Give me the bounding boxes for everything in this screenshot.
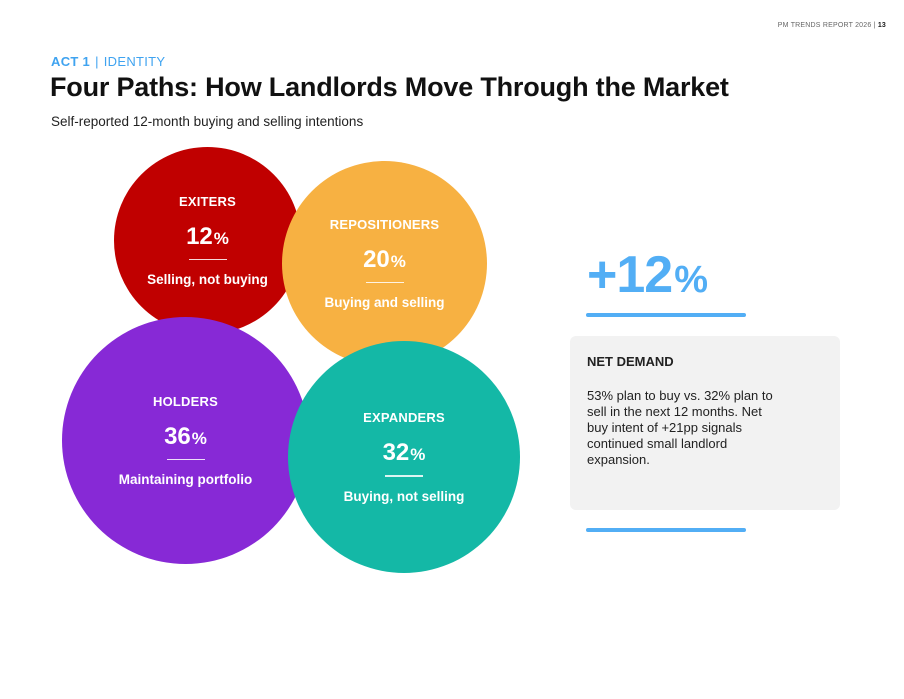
- segment-description: Maintaining portfolio: [118, 472, 253, 488]
- segment-divider: [385, 475, 423, 477]
- segment-percent: 32%: [382, 439, 426, 467]
- segment-name: HOLDERS: [153, 393, 218, 409]
- segment-name: REPOSITIONERS: [329, 216, 440, 232]
- segment-divider: [188, 258, 227, 261]
- accent-bar-top: [586, 313, 746, 317]
- net-demand-title: NET DEMAND: [587, 354, 674, 369]
- segment-percent: 12%: [186, 222, 229, 250]
- net-demand-body: 53% plan to buy vs. 32% plan to sell in …: [587, 388, 773, 467]
- accent-bar-bottom: [586, 528, 746, 532]
- segment-name: EXPANDERS: [363, 410, 445, 426]
- report-header: PM TRENDS REPORT 2026 | 13: [778, 22, 886, 29]
- section-label: ACT 1 | IDENTITY: [51, 54, 165, 69]
- net-demand-stat: +12%: [587, 246, 708, 304]
- segment-repositioners: REPOSITIONERS 20% Buying and selling: [282, 161, 487, 366]
- segment-divider: [365, 281, 404, 284]
- topic-label: IDENTITY: [103, 54, 166, 69]
- segment-percent: 20%: [363, 245, 406, 273]
- act-label: ACT 1: [51, 54, 91, 69]
- page-title: Four Paths: How Landlords Move Through t…: [50, 72, 729, 102]
- page-subtitle: Self-reported 12-month buying and sellin…: [51, 114, 364, 129]
- segment-description: Selling, not buying: [147, 272, 268, 288]
- segment-percent: 36%: [164, 422, 207, 450]
- page-number: 13: [877, 22, 886, 29]
- segment-name: EXITERS: [178, 193, 237, 209]
- section-separator: |: [95, 54, 99, 69]
- header-separator: |: [873, 22, 876, 29]
- segment-description: Buying and selling: [324, 295, 445, 311]
- segment-description: Buying, not selling: [343, 488, 465, 504]
- report-label: PM TRENDS REPORT 2026: [777, 22, 872, 29]
- segment-divider: [166, 458, 205, 461]
- segment-expanders: EXPANDERS 32% Buying, not selling: [288, 341, 520, 573]
- segment-exiters: EXITERS 12% Selling, not buying: [114, 147, 301, 334]
- net-demand-panel: NET DEMAND 53% plan to buy vs. 32% plan …: [570, 336, 840, 510]
- segment-holders: HOLDERS 36% Maintaining portfolio: [62, 317, 309, 564]
